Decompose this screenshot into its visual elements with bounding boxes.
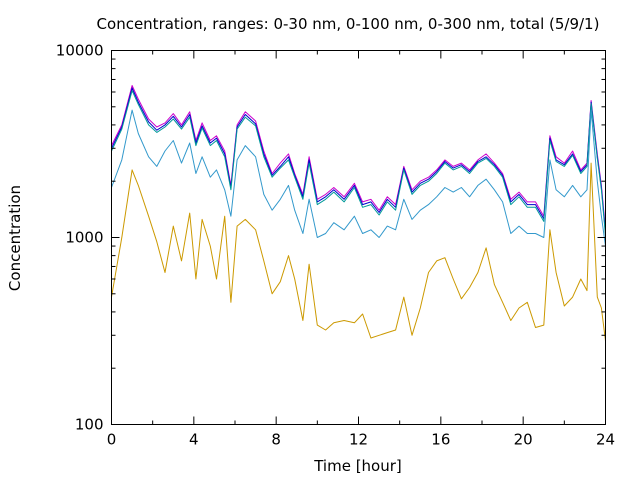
x-tick-label: 8: [271, 431, 281, 449]
y-axis-label: Concentration: [6, 185, 24, 291]
x-axis-label: Time [hour]: [313, 457, 402, 475]
series-line-3: [111, 90, 606, 236]
axes-layer: 0 4 8 12 16 20 24 100 1000 10000: [56, 42, 615, 449]
y-tick-label: 10000: [56, 42, 104, 60]
x-tick-label: 16: [431, 431, 450, 449]
x-tick-label: 20: [514, 431, 533, 449]
series-line-4: [111, 109, 606, 247]
chart-title: Concentration, ranges: 0-30 nm, 0-100 nm…: [97, 15, 600, 33]
series-layer: [111, 85, 606, 341]
y-tick-label: 1000: [65, 229, 103, 247]
x-tick-label: 12: [349, 431, 368, 449]
y-tick-label: 100: [75, 416, 104, 434]
x-tick-label: 0: [107, 431, 117, 449]
series-line-5: [111, 162, 606, 341]
series-line-2: [111, 87, 606, 234]
x-tick-label: 24: [596, 431, 615, 449]
x-tick-label: 4: [189, 431, 199, 449]
series-line-1: [111, 85, 606, 230]
